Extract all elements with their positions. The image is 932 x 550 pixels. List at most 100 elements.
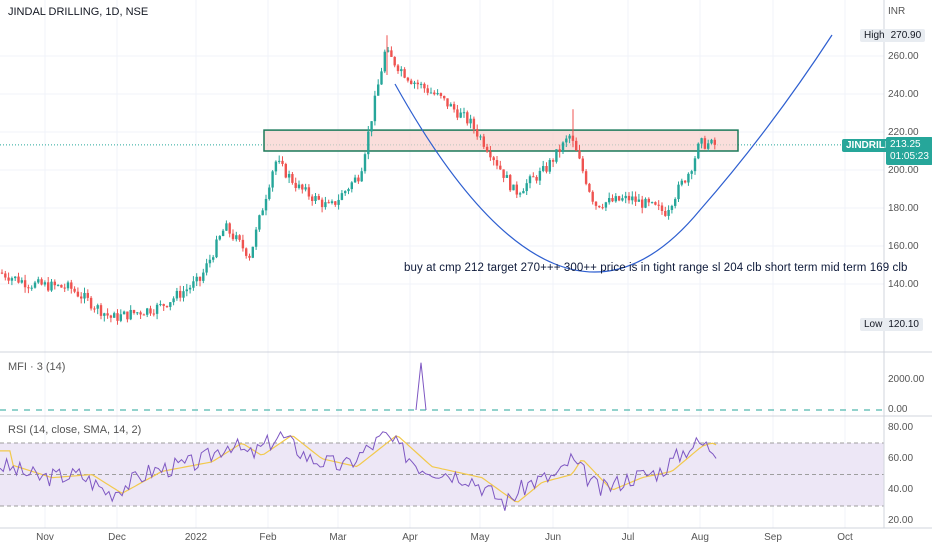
candle-body <box>575 140 578 151</box>
candle-body <box>515 184 518 195</box>
candle-body <box>205 263 208 273</box>
x-tick: Nov <box>36 532 54 543</box>
candle-body <box>551 160 555 162</box>
candle-body <box>106 313 109 316</box>
rsi-y-tick: 40.00 <box>888 484 914 495</box>
candle-body <box>670 205 674 210</box>
candle-body <box>459 112 462 118</box>
candle-body <box>116 313 119 321</box>
candle-body <box>502 169 505 178</box>
candle-body <box>334 201 337 205</box>
candle-body <box>594 201 598 206</box>
candle-body <box>142 314 146 316</box>
x-tick: Dec <box>108 532 126 543</box>
candle-body <box>10 278 14 281</box>
candle-body <box>350 182 353 190</box>
candle-body <box>466 112 469 124</box>
candle-body <box>228 223 231 234</box>
candle-body <box>344 191 347 194</box>
candle-body <box>479 136 482 138</box>
candle-body <box>410 80 413 84</box>
candle-body <box>664 210 667 216</box>
candle-body <box>126 311 129 320</box>
candle-body <box>251 246 254 258</box>
candle-body <box>439 93 443 96</box>
candle-body <box>565 138 568 143</box>
candle-body <box>195 276 198 282</box>
candle-body <box>555 149 558 162</box>
candle-body <box>76 291 80 297</box>
candle-body <box>245 248 248 256</box>
candle-body <box>545 166 548 172</box>
candle-body <box>109 315 113 318</box>
candle-body <box>254 229 258 247</box>
candle-body <box>27 287 30 289</box>
candle-body <box>14 276 17 279</box>
candle-body <box>710 139 713 144</box>
candle-body <box>7 277 10 281</box>
candle-body <box>86 292 89 298</box>
candle-body <box>393 56 396 66</box>
candle-body <box>132 309 136 314</box>
low-tag: Low 120.10 <box>860 318 923 331</box>
mfi-spike <box>415 362 427 411</box>
candle-body <box>611 198 614 202</box>
candle-body <box>169 302 172 307</box>
candle-body <box>185 289 188 292</box>
candle-body <box>403 69 406 78</box>
candle-body <box>462 112 466 114</box>
rsi-ma-line <box>0 435 717 503</box>
candle-body <box>423 83 426 89</box>
y-tick: 220.00 <box>888 127 919 138</box>
candle-body <box>47 282 50 291</box>
candle-body <box>40 279 43 285</box>
x-tick: Sep <box>764 532 782 543</box>
candle-body <box>370 121 373 132</box>
candle-body <box>644 198 647 208</box>
x-tick: Jul <box>621 532 635 543</box>
candle-body <box>538 170 542 181</box>
candle-body <box>129 309 132 320</box>
mfi-plot <box>0 362 884 411</box>
candle-body <box>621 198 624 201</box>
candle-body <box>472 118 476 130</box>
symbol-tag: JINDRILL <box>842 139 895 152</box>
candle-body <box>43 282 47 285</box>
candle-body <box>99 305 103 316</box>
candle-body <box>416 82 419 85</box>
candle-body <box>241 239 245 249</box>
candle-body <box>53 281 56 286</box>
candle-body <box>281 160 284 164</box>
candle-body <box>287 174 291 178</box>
candle-body <box>700 138 703 144</box>
candle-body <box>627 195 631 201</box>
candle-body <box>561 142 565 153</box>
rsi-y-tick: 20.00 <box>888 515 914 526</box>
candle-body <box>535 177 538 181</box>
candle-body <box>238 235 241 240</box>
candle-body <box>66 282 70 289</box>
candle-body <box>631 196 634 201</box>
candle-body <box>327 202 330 204</box>
candle-body <box>60 284 63 288</box>
candle-body <box>367 131 370 155</box>
resistance-zone <box>263 129 739 152</box>
low-value: 120.10 <box>888 319 919 330</box>
candle-body <box>433 92 436 95</box>
candle-body <box>532 176 535 178</box>
candle-body <box>340 193 344 200</box>
candle-body <box>499 165 502 170</box>
mfi-y-tick: 0.00 <box>888 404 908 415</box>
candle-body <box>317 196 320 200</box>
rsi-y-tick: 80.00 <box>888 422 914 433</box>
x-tick: 2022 <box>184 532 208 543</box>
candle-body <box>542 166 545 171</box>
rsi-y-tick: 60.00 <box>888 453 914 464</box>
candle-body <box>677 184 680 200</box>
candle-body <box>89 297 93 309</box>
x-tick: Oct <box>837 532 853 543</box>
candle-body <box>136 312 139 314</box>
candle-body <box>598 205 601 208</box>
candle-body <box>360 171 363 182</box>
candle-body <box>390 50 393 57</box>
